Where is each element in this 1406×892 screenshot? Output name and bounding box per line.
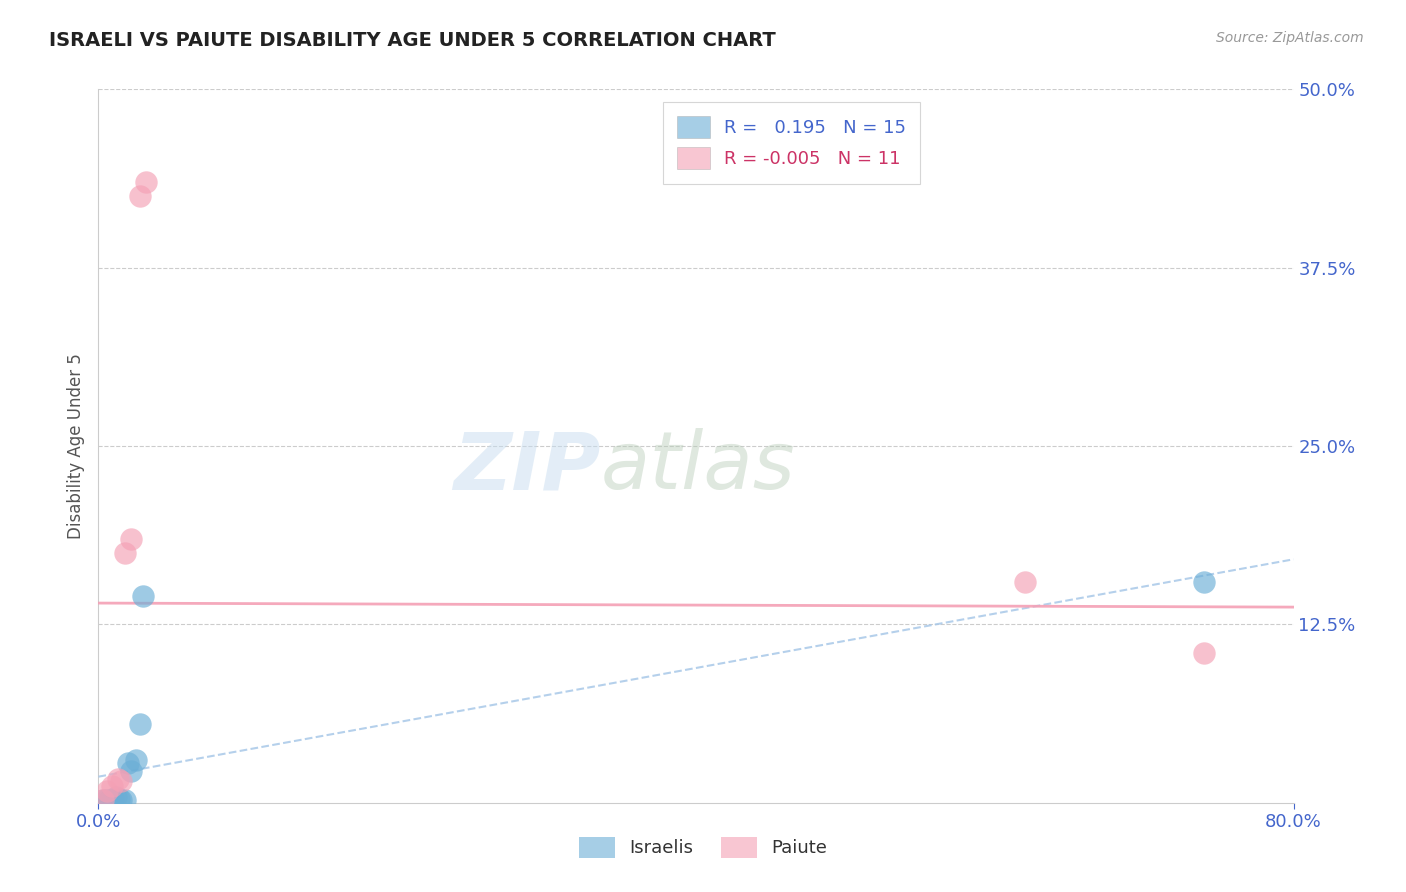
- Point: [1192, 574, 1215, 589]
- Point: [105, 790, 128, 805]
- Text: ISRAELI VS PAIUTE DISABILITY AGE UNDER 5 CORRELATION CHART: ISRAELI VS PAIUTE DISABILITY AGE UNDER 5…: [49, 31, 776, 50]
- Point: [110, 793, 132, 807]
- Point: [91, 793, 114, 807]
- Point: [1014, 574, 1036, 589]
- Point: [120, 532, 142, 546]
- Text: atlas: atlas: [600, 428, 796, 507]
- Y-axis label: Disability Age Under 5: Disability Age Under 5: [66, 353, 84, 539]
- Point: [135, 175, 157, 189]
- Point: [114, 793, 136, 807]
- Point: [108, 791, 131, 805]
- Point: [101, 793, 124, 807]
- Point: [97, 793, 120, 807]
- Point: [117, 756, 139, 770]
- Point: [125, 753, 148, 767]
- Point: [107, 772, 129, 786]
- Point: [1192, 646, 1215, 660]
- Text: ZIP: ZIP: [453, 428, 600, 507]
- Point: [129, 189, 152, 203]
- Point: [110, 774, 132, 789]
- Point: [132, 589, 155, 603]
- Legend: R =   0.195   N = 15, R = -0.005   N = 11: R = 0.195 N = 15, R = -0.005 N = 11: [662, 102, 921, 184]
- Point: [120, 764, 142, 779]
- Point: [94, 793, 117, 807]
- Point: [114, 546, 136, 560]
- Legend: Israelis, Paiute: Israelis, Paiute: [572, 830, 834, 865]
- Text: Source: ZipAtlas.com: Source: ZipAtlas.com: [1216, 31, 1364, 45]
- Point: [96, 784, 118, 798]
- Point: [129, 717, 152, 731]
- Point: [103, 791, 125, 805]
- Point: [91, 793, 114, 807]
- Point: [101, 779, 124, 793]
